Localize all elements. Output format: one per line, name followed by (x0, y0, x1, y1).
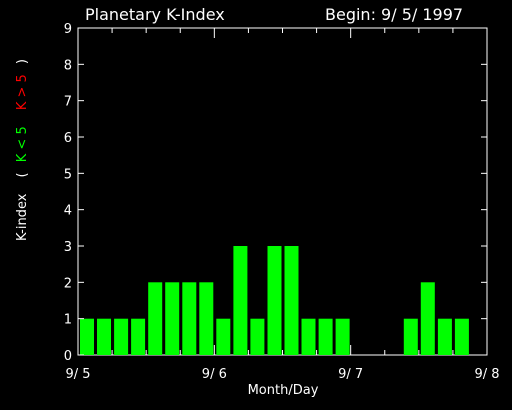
bar (403, 318, 418, 355)
bar (284, 246, 299, 355)
bar (318, 318, 333, 355)
bar (216, 318, 231, 355)
y-axis-label: K-index ( K < 5 K > 5 ) (15, 59, 30, 241)
bar (335, 318, 350, 355)
y-tick-label: 8 (64, 58, 72, 73)
bar (267, 246, 282, 355)
y-axis-label-main: K-index (15, 193, 30, 241)
bar (131, 318, 146, 355)
bar-group (80, 246, 469, 355)
y-tick-label: 4 (64, 204, 72, 219)
y-axis-label-open-paren: ( (15, 172, 30, 177)
y-tick-label: 6 (64, 131, 72, 146)
y-tick-label: 9 (64, 22, 72, 37)
bar (148, 282, 163, 355)
bar (233, 246, 248, 355)
bar (454, 318, 469, 355)
x-tick-label: 9/ 8 (474, 367, 499, 382)
y-tick-label: 0 (64, 349, 72, 364)
bar (80, 318, 94, 355)
y-axis-label-green: K < 5 (15, 126, 30, 162)
x-axis-label: Month/Day (248, 383, 319, 398)
bar (301, 318, 316, 355)
y-tick-label: 5 (64, 167, 72, 182)
y-tick-label: 7 (64, 95, 72, 110)
y-axis-label-close-paren: ) (15, 59, 30, 64)
y-axis-label-red: K > 5 (15, 74, 30, 110)
y-axis: 0 1 2 3 4 5 6 7 8 9 (64, 22, 487, 364)
y-tick-label: 3 (64, 240, 72, 255)
x-tick-label: 9/ 7 (338, 367, 363, 382)
y-tick-label: 2 (64, 276, 72, 291)
chart-title: Planetary K-Index (85, 5, 225, 24)
bar (97, 318, 111, 355)
bar (199, 282, 214, 355)
bar (165, 282, 180, 355)
x-tick-label: 9/ 5 (65, 367, 90, 382)
bar (250, 318, 265, 355)
bar (182, 282, 197, 355)
bar (114, 318, 129, 355)
y-tick-label: 1 (64, 313, 72, 328)
chart-subtitle: Begin: 9/ 5/ 1997 (325, 5, 463, 24)
bar (420, 282, 435, 355)
x-axis: 9/ 5 9/ 6 9/ 7 9/ 8 (65, 28, 500, 382)
bar (437, 318, 452, 355)
x-tick-label: 9/ 6 (202, 367, 227, 382)
